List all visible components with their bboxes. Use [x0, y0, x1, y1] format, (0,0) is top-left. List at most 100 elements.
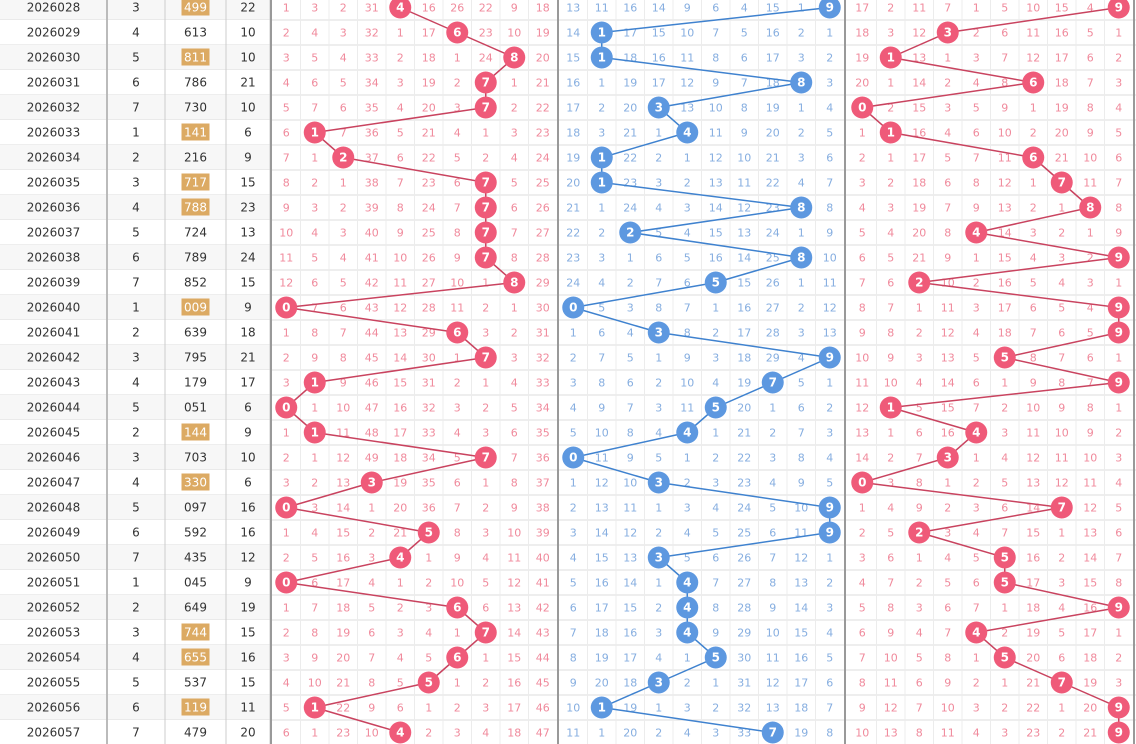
miss-count-cell: 17 — [1055, 52, 1069, 65]
miss-count-cell: 6 — [973, 377, 980, 390]
miss-count-cell: 42 — [365, 277, 379, 290]
miss-count-cell: 3 — [340, 27, 347, 40]
info-row-bg — [0, 520, 270, 545]
miss-count-cell: 2 — [916, 327, 923, 340]
miss-count-cell: 21 — [336, 677, 350, 690]
miss-count-cell: 10 — [709, 102, 723, 115]
miss-count-cell: 16 — [998, 277, 1012, 290]
num-cell: 4 — [132, 376, 140, 390]
miss-count-cell: 4 — [1001, 452, 1008, 465]
draw-highlight — [181, 173, 210, 191]
miss-count-cell: 13 — [884, 727, 898, 740]
miss-count-cell: 1 — [598, 727, 605, 740]
miss-count-cell: 1 — [1001, 377, 1008, 390]
draw-ball-label: 0 — [569, 451, 577, 465]
miss-count-cell: 6 — [1058, 327, 1065, 340]
draw-cell: 744 — [184, 626, 207, 640]
miss-count-cell: 4 — [1058, 602, 1065, 615]
sum-cell: 21 — [240, 351, 255, 365]
miss-count-cell: 2 — [712, 327, 719, 340]
miss-count-cell: 9 — [454, 252, 461, 265]
miss-count-cell: 20 — [855, 77, 869, 90]
miss-count-cell: 22 — [623, 152, 637, 165]
miss-count-cell: 5 — [1115, 127, 1122, 140]
miss-count-cell: 6 — [1058, 652, 1065, 665]
miss-count-cell: 2 — [916, 577, 923, 590]
miss-count-cell: 23 — [1026, 727, 1040, 740]
num-cell: 7 — [132, 551, 140, 565]
miss-count-cell: 9 — [859, 702, 866, 715]
miss-count-cell: 1 — [397, 577, 404, 590]
miss-count-cell: 12 — [766, 677, 780, 690]
draw-ball-label: 8 — [797, 201, 805, 215]
miss-count-cell: 6 — [916, 677, 923, 690]
miss-count-cell: 2 — [627, 277, 634, 290]
miss-count-cell: 15 — [566, 52, 580, 65]
miss-count-cell: 11 — [709, 127, 723, 140]
miss-count-cell: 4 — [973, 77, 980, 90]
draw-ball-r2 — [676, 421, 699, 444]
draw-ball-label: 0 — [282, 576, 290, 590]
miss-count-cell: 3 — [311, 502, 318, 515]
draw-highlight — [181, 698, 210, 716]
miss-count-cell: 1 — [1115, 27, 1122, 40]
sum-cell: 15 — [240, 176, 255, 190]
miss-count-cell: 5 — [397, 127, 404, 140]
miss-count-cell: 1 — [973, 252, 980, 265]
miss-count-cell: 3 — [655, 177, 662, 190]
miss-count-cell: 9 — [741, 127, 748, 140]
draw-ball-r3 — [908, 271, 931, 294]
draw-ball-r3 — [1107, 296, 1130, 319]
miss-count-cell: 7 — [397, 177, 404, 190]
draw-cell: 613 — [184, 26, 207, 40]
draw-ball-r1 — [474, 171, 497, 194]
miss-count-cell: 11 — [912, 2, 926, 15]
miss-count-cell: 1 — [712, 677, 719, 690]
miss-count-cell: 5 — [887, 252, 894, 265]
miss-count-cell: 23 — [536, 127, 550, 140]
draw-ball-label: 3 — [655, 476, 663, 490]
miss-count-cell: 19 — [623, 77, 637, 90]
draw-ball-r1 — [474, 221, 497, 244]
miss-count-cell: 31 — [737, 677, 751, 690]
miss-count-cell: 11 — [1026, 27, 1040, 40]
miss-count-cell: 15 — [652, 27, 666, 40]
info-row-bg — [0, 595, 270, 620]
issue-cell: 2026053 — [27, 626, 80, 640]
miss-count-cell: 4 — [283, 77, 290, 90]
draw-ball-label: 1 — [598, 51, 606, 65]
miss-count-cell: 8 — [655, 302, 662, 315]
miss-count-cell: 6 — [1030, 302, 1037, 315]
draw-ball-label: 1 — [311, 426, 319, 440]
num-cell: 7 — [132, 101, 140, 115]
sum-cell: 15 — [240, 276, 255, 290]
miss-count-cell: 6 — [1001, 27, 1008, 40]
miss-count-cell: 6 — [454, 177, 461, 190]
draw-ball-r3 — [1107, 696, 1130, 719]
miss-count-cell: 1 — [655, 352, 662, 365]
miss-count-cell: 3 — [798, 327, 805, 340]
miss-count-cell: 10 — [941, 702, 955, 715]
miss-count-cell: 2 — [1058, 727, 1065, 740]
miss-count-cell: 10 — [680, 27, 694, 40]
miss-count-cell: 19 — [566, 152, 580, 165]
miss-count-cell: 4 — [859, 202, 866, 215]
draw-ball-r2 — [676, 121, 699, 144]
miss-count-cell: 35 — [536, 427, 550, 440]
miss-count-cell: 41 — [365, 252, 379, 265]
draw-ball-r3 — [1107, 246, 1130, 269]
miss-count-cell: 11 — [1083, 177, 1097, 190]
miss-count-cell: 1 — [859, 502, 866, 515]
miss-count-cell: 24 — [422, 202, 436, 215]
miss-count-cell: 2 — [454, 377, 461, 390]
miss-count-cell: 2 — [1001, 627, 1008, 640]
miss-count-cell: 20 — [1083, 702, 1097, 715]
draw-ball-r3 — [879, 46, 902, 69]
miss-count-cell: 1 — [798, 102, 805, 115]
miss-count-cell: 10 — [737, 152, 751, 165]
miss-count-cell: 1 — [973, 452, 980, 465]
miss-count-cell: 1 — [1030, 177, 1037, 190]
miss-count-cell: 24 — [536, 152, 550, 165]
miss-count-cell: 5 — [340, 77, 347, 90]
miss-count-cell: 14 — [1083, 552, 1097, 565]
